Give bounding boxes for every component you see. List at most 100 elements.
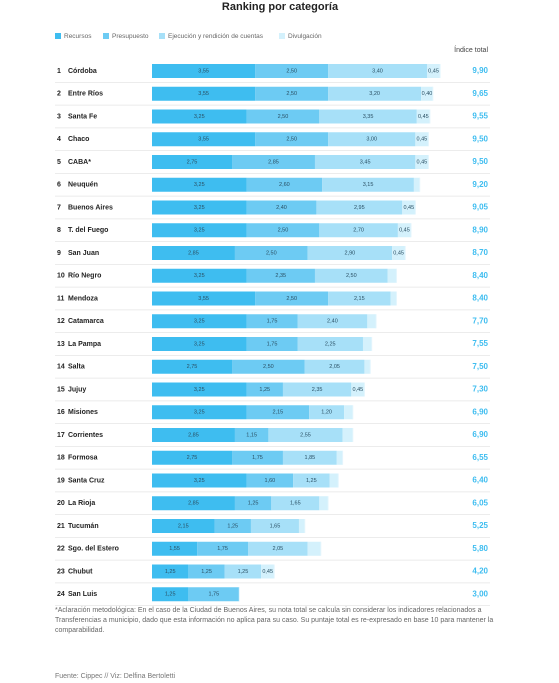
category-label: Neuquén (68, 182, 98, 189)
segment-label: 2,35 (312, 387, 323, 393)
bar-segment (421, 86, 433, 101)
bar-segment (298, 519, 305, 533)
bar-segment (342, 428, 353, 442)
segment-label: 1,25 (259, 387, 270, 393)
category-label: T. del Fuego (68, 227, 108, 234)
rank-label: 19 (57, 477, 65, 484)
bar-segment (392, 246, 406, 260)
rank-label: 2 (57, 91, 61, 98)
rank-label: 1 (57, 68, 61, 75)
segment-label: 1,60 (264, 478, 275, 484)
rank-label: 16 (57, 409, 65, 416)
rank-label: 18 (57, 455, 65, 462)
bar-segment (152, 155, 233, 169)
segment-label: 1,65 (290, 501, 301, 507)
segment-label: 3,15 (363, 182, 374, 188)
rank-label: 5 (57, 159, 61, 166)
bar-segment (224, 564, 262, 579)
segment-label: 0,45 (403, 205, 414, 211)
segment-label: 2,50 (286, 137, 297, 143)
segment-label: 2,50 (286, 68, 297, 74)
category-label: San Luis (68, 591, 97, 598)
segment-label: 3,25 (194, 319, 205, 325)
bar-segment (282, 382, 352, 397)
chart-title: Ranking por categoría (222, 1, 339, 13)
bar-segment (232, 155, 315, 169)
bar-segment (246, 109, 320, 124)
bar-segment (234, 428, 269, 442)
bar-segment (152, 200, 247, 215)
bar-segment (397, 223, 411, 238)
segment-label: 3,55 (198, 137, 209, 143)
bar-segment (232, 450, 283, 465)
bar-segment (152, 86, 256, 101)
total-label: 8,40 (472, 294, 488, 303)
bar-segment (362, 337, 372, 351)
total-label: 7,70 (472, 316, 488, 325)
category-label: Chubut (68, 568, 93, 575)
bar-segment (152, 337, 247, 351)
segment-label: 2,55 (300, 432, 311, 438)
segment-label: 1,65 (270, 523, 281, 529)
rank-label: 22 (57, 546, 65, 553)
total-label: 5,80 (472, 544, 488, 553)
segment-label: 2,50 (263, 364, 274, 370)
bar-segment (402, 200, 416, 215)
bar-segment (152, 177, 247, 192)
category-label: Entre Ríos (68, 91, 103, 98)
segment-label: 2,70 (353, 228, 364, 234)
total-label: 9,20 (472, 180, 488, 189)
segment-label: 3,25 (194, 114, 205, 120)
segment-label: 3,55 (198, 68, 209, 74)
legend-label: Presupuesto (112, 33, 149, 40)
segment-label: 0,45 (417, 137, 428, 143)
source: Fuente: Cippec // Viz: Delfina Bertolett… (55, 673, 176, 680)
segment-label: 2,95 (354, 205, 365, 211)
bar-segment (152, 64, 256, 78)
segment-label: 2,50 (266, 250, 277, 256)
bar-segment (152, 428, 235, 442)
bar-segment (309, 405, 345, 420)
bar-segment (426, 64, 441, 78)
segment-label: 2,85 (188, 501, 199, 507)
bar-segment (152, 314, 247, 329)
bar-segment (188, 587, 240, 602)
total-label: 9,65 (472, 89, 488, 98)
bar-segment (271, 496, 320, 511)
bar-segment (152, 496, 235, 511)
legend-label: Divulgación (288, 33, 322, 40)
segment-label: 2,05 (329, 364, 340, 370)
bar-segment (415, 132, 429, 147)
rank-label: 9 (57, 250, 61, 257)
bar-segment (152, 223, 247, 238)
segment-label: 0,45 (262, 569, 273, 575)
segment-label: 0,45 (399, 228, 410, 234)
bar-segment (328, 291, 391, 306)
segment-label: 1,25 (227, 523, 238, 529)
bar-segment (261, 564, 275, 579)
bar-segment (246, 382, 283, 397)
total-label: 3,00 (472, 589, 488, 598)
category-label: Buenos Aires (68, 204, 113, 211)
bar-segment (246, 200, 317, 215)
bar-segment (314, 268, 388, 283)
bar-segment (293, 473, 330, 488)
bar-segment (234, 496, 272, 511)
category-label: Mendoza (68, 295, 98, 302)
category-label: Salta (68, 364, 85, 371)
rank-label: 7 (57, 204, 61, 211)
segment-label: 2,50 (346, 273, 357, 279)
category-label: La Pampa (68, 341, 101, 348)
segment-label: 2,50 (286, 296, 297, 302)
total-label: 9,50 (472, 134, 488, 143)
segment-label: 2,85 (188, 432, 199, 438)
total-label: 6,40 (472, 476, 488, 485)
segment-label: 3,25 (194, 387, 205, 393)
legend-swatch (159, 33, 165, 39)
category-label: San Juan (68, 250, 99, 257)
rank-label: 14 (57, 364, 65, 371)
bar-segment (248, 541, 308, 556)
total-label: 6,55 (472, 453, 488, 462)
bar-segment (152, 291, 256, 306)
rank-label: 10 (57, 273, 65, 280)
